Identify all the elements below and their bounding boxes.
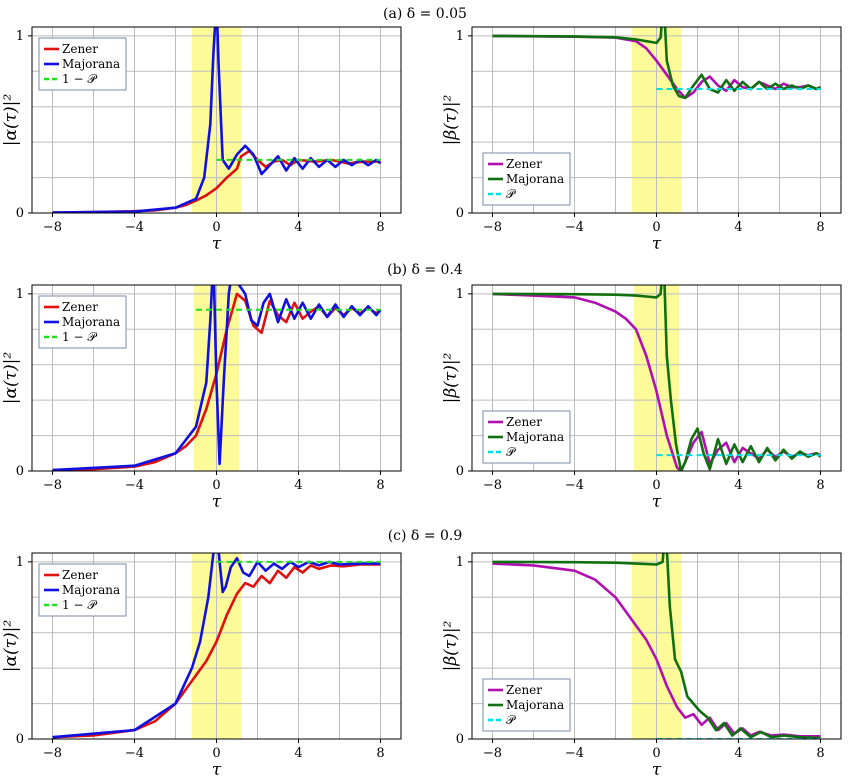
x-tick-label: −4 <box>565 478 584 493</box>
x-axis-label: τ <box>652 492 662 512</box>
y-tick-label: 1 <box>16 287 24 302</box>
x-tick-label: 4 <box>294 220 302 235</box>
x-axis-label: τ <box>652 234 662 254</box>
y-axis-label: |β(τ)|² <box>441 94 461 145</box>
legend-label-zener: Zener <box>62 300 98 314</box>
row-title-c: (c) δ = 0.9 <box>388 528 463 544</box>
x-tick-label: −4 <box>565 220 584 235</box>
x-tick-label: −4 <box>125 220 144 235</box>
legend-label-majorana: Majorana <box>506 430 564 444</box>
series-line-majorana <box>492 553 821 739</box>
x-tick-label: −4 <box>565 746 584 761</box>
legend-label-zener: Zener <box>62 568 98 582</box>
x-tick-label: 0 <box>212 746 220 761</box>
x-tick-label: 0 <box>212 220 220 235</box>
series-line-majorana <box>492 285 822 471</box>
x-axis-label: τ <box>212 492 222 512</box>
x-tick-label: −8 <box>483 478 502 493</box>
legend-box <box>38 563 127 617</box>
x-tick-label: 4 <box>294 746 302 761</box>
x-tick-label: −8 <box>43 478 62 493</box>
x-tick-label: 8 <box>816 478 824 493</box>
y-axis-label: |α(τ)|² <box>1 352 21 405</box>
legend-label-zener: Zener <box>506 415 542 429</box>
x-tick-label: 8 <box>816 746 824 761</box>
y-tick-label: 1 <box>456 287 464 302</box>
x-tick-label: −8 <box>483 220 502 235</box>
y-tick-label: 1 <box>16 29 24 44</box>
legend-label-probability: 𝒫 <box>506 445 516 459</box>
x-tick-label: 8 <box>816 220 824 235</box>
legend-label-probability: 𝒫 <box>506 713 516 727</box>
legend-label-probability: 𝒫 <box>506 187 516 201</box>
row-title-b: (b) δ = 0.4 <box>387 262 463 278</box>
x-axis-label: τ <box>652 760 662 778</box>
y-tick-label: 1 <box>456 555 464 570</box>
x-tick-label: −8 <box>43 220 62 235</box>
x-axis-label: τ <box>212 760 222 778</box>
legend-label-probability: 1 − 𝒫 <box>62 598 97 612</box>
legend-label-zener: Zener <box>62 42 98 56</box>
x-tick-label: 0 <box>652 746 660 761</box>
x-tick-label: 4 <box>294 478 302 493</box>
series-line-majorana <box>52 553 381 739</box>
legend-label-zener: Zener <box>506 683 542 697</box>
y-tick-label: 0 <box>16 464 24 479</box>
x-tick-label: 8 <box>376 478 384 493</box>
row-title-a: (a) δ = 0.05 <box>383 6 467 22</box>
y-tick-label: 1 <box>16 555 24 570</box>
y-axis-label: |α(τ)|² <box>1 620 21 673</box>
x-tick-label: 8 <box>376 220 384 235</box>
y-tick-label: 0 <box>456 206 464 221</box>
y-tick-label: 1 <box>456 29 464 44</box>
y-tick-label: 0 <box>16 206 24 221</box>
y-tick-label: 0 <box>16 732 24 747</box>
x-tick-label: 0 <box>652 220 660 235</box>
legend-label-majorana: Majorana <box>62 57 120 71</box>
y-axis-label: |α(τ)|² <box>1 94 21 147</box>
legend-label-probability: 1 − 𝒫 <box>62 72 97 86</box>
x-tick-label: 8 <box>376 746 384 761</box>
x-tick-label: 4 <box>734 220 742 235</box>
legend-label-majorana: Majorana <box>62 315 120 329</box>
x-tick-label: 0 <box>212 478 220 493</box>
y-axis-label: |β(τ)|² <box>441 620 461 671</box>
legend-label-majorana: Majorana <box>506 698 564 712</box>
x-tick-label: −4 <box>125 478 144 493</box>
y-tick-label: 0 <box>456 464 464 479</box>
x-axis-label: τ <box>212 234 222 254</box>
series-line-majorana <box>52 27 382 213</box>
x-tick-label: −4 <box>125 746 144 761</box>
x-tick-label: −8 <box>43 746 62 761</box>
x-tick-label: 4 <box>734 478 742 493</box>
legend-label-probability: 1 − 𝒫 <box>62 330 97 344</box>
x-tick-label: 4 <box>734 746 742 761</box>
x-tick-label: −8 <box>483 746 502 761</box>
legend-label-majorana: Majorana <box>506 172 564 186</box>
x-tick-label: 0 <box>652 478 660 493</box>
y-tick-label: 0 <box>456 732 464 747</box>
y-axis-label: |β(τ)|² <box>441 352 461 403</box>
legend-label-zener: Zener <box>506 157 542 171</box>
legend-label-majorana: Majorana <box>62 583 120 597</box>
